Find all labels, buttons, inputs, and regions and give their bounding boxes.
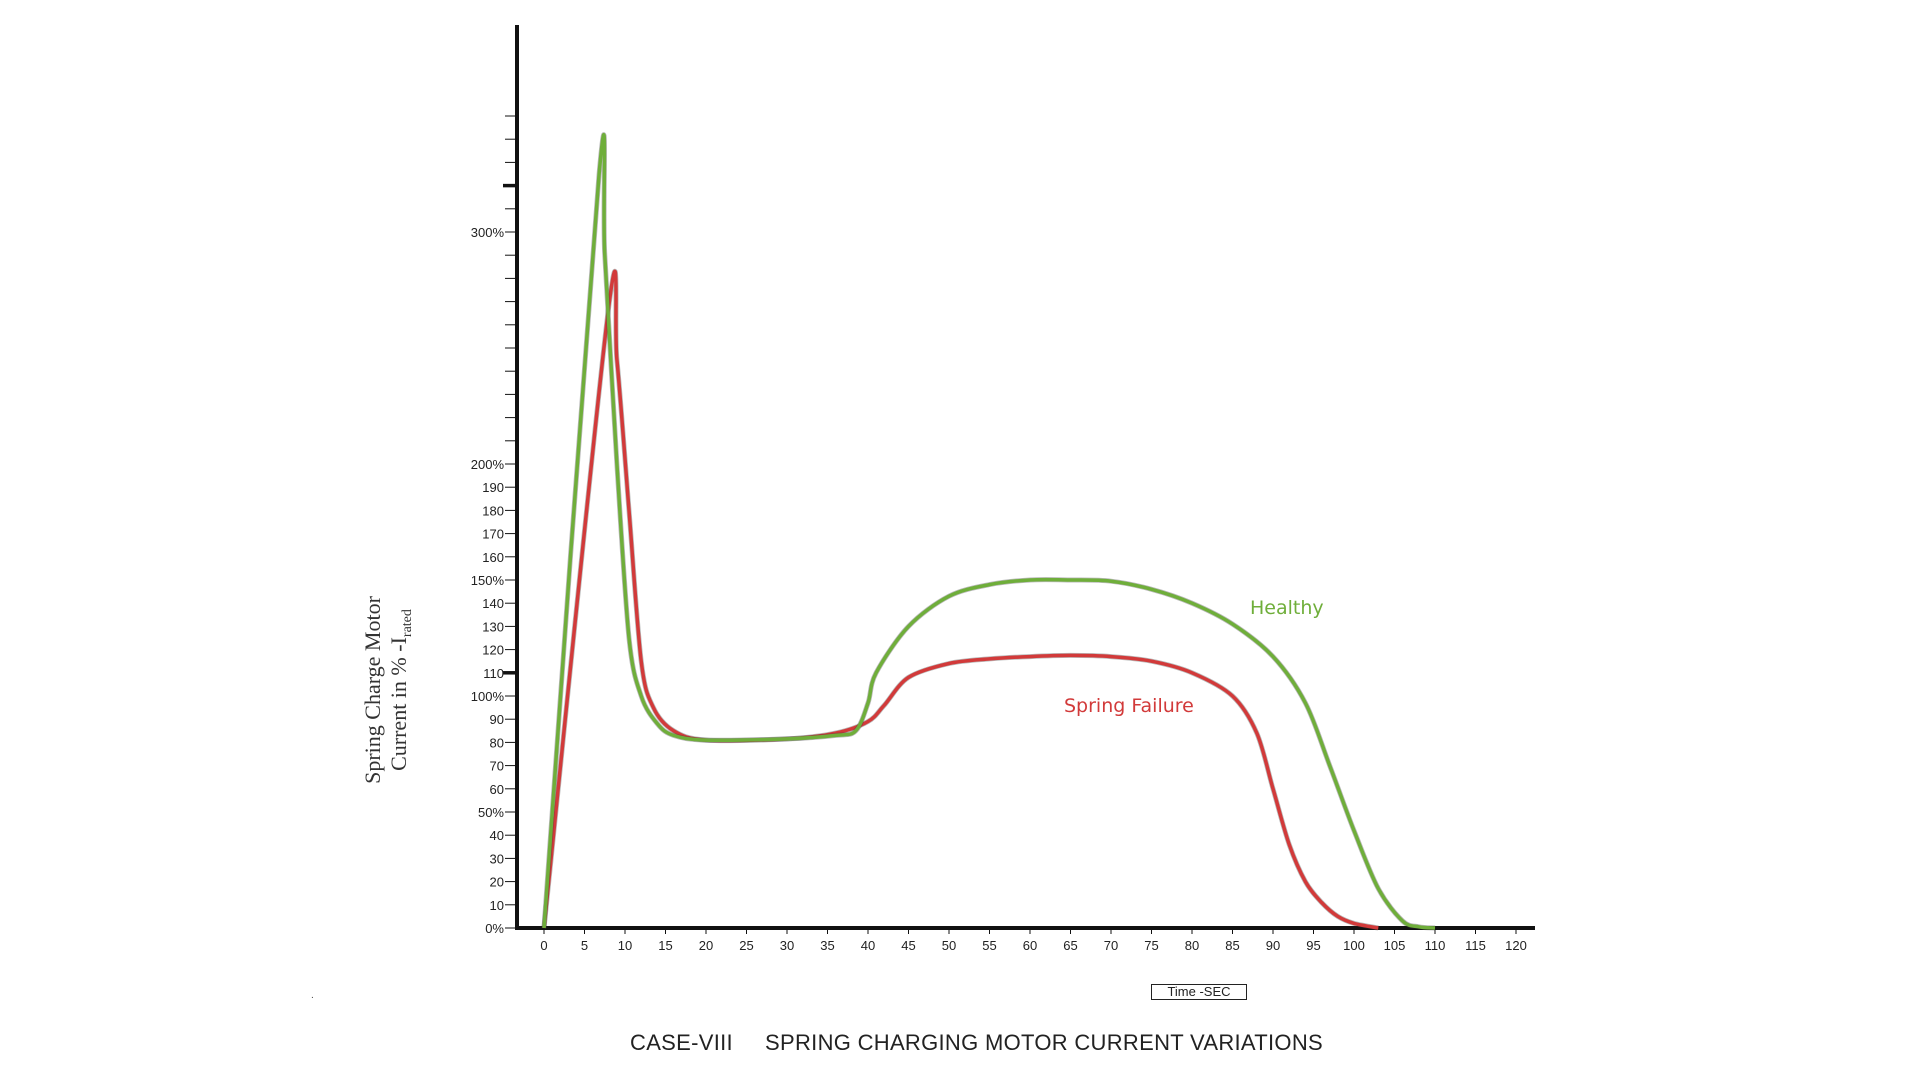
y-axis-label-main: Current in % -I xyxy=(386,637,411,771)
stray-dot: . xyxy=(311,990,314,1001)
x-tick-label: 10 xyxy=(618,938,632,953)
x-tick-label: 80 xyxy=(1185,938,1199,953)
y-tick-label: 60 xyxy=(490,782,504,797)
y-tick-label: 300% xyxy=(471,225,505,240)
y-tick-label: 190 xyxy=(482,480,504,495)
x-tick-label: 70 xyxy=(1104,938,1118,953)
series-line-spring-failure xyxy=(542,269,1379,930)
x-tick-label: 20 xyxy=(699,938,713,953)
x-tick-label: 110 xyxy=(1425,938,1446,953)
y-axis-label: Spring Charge Motor Current in % -Irated xyxy=(360,595,415,783)
y-tick-label: 170 xyxy=(482,527,504,542)
y-tick-label: 10 xyxy=(490,898,504,913)
x-tick-label: 15 xyxy=(658,938,672,953)
x-tick-label: 120 xyxy=(1505,938,1527,953)
x-tick-label: 5 xyxy=(581,938,588,953)
chart-title-text: SPRING CHARGING MOTOR CURRENT VARIATIONS xyxy=(765,1030,1323,1055)
y-tick-label: 100% xyxy=(471,689,505,704)
y-tick-label: 140 xyxy=(482,596,504,611)
y-tick-label: 200% xyxy=(471,457,505,472)
y-axis-label-subscript: rated xyxy=(400,609,415,637)
series-shadow-healthy xyxy=(541,132,1436,931)
y-tick-label: 0% xyxy=(485,921,504,936)
x-tick-label: 90 xyxy=(1266,938,1280,953)
x-tick-label: 0 xyxy=(540,938,547,953)
x-tick-label: 30 xyxy=(780,938,794,953)
x-tick-label: 40 xyxy=(861,938,875,953)
x-tick-label: 55 xyxy=(982,938,996,953)
y-axis-label-line1: Spring Charge Motor xyxy=(360,595,385,783)
y-tick-label: 120 xyxy=(482,643,504,658)
y-tick-label: 40 xyxy=(490,828,504,843)
series-line-healthy xyxy=(542,133,1436,930)
y-tick-label: 30 xyxy=(490,851,504,866)
y-tick-label: 20 xyxy=(490,875,504,890)
chart-title: CASE-VIII SPRING CHARGING MOTOR CURRENT … xyxy=(630,1030,1323,1056)
y-tick-label: 50% xyxy=(478,805,504,820)
chart-title-case: CASE-VIII xyxy=(630,1030,733,1055)
y-tick-label: 160 xyxy=(482,550,504,565)
x-tick-label: 115 xyxy=(1465,938,1486,953)
x-tick-label: 60 xyxy=(1023,938,1037,953)
y-tick-label: 150% xyxy=(471,573,505,588)
x-tick-label: 100 xyxy=(1343,938,1365,953)
x-tick-label: 35 xyxy=(820,938,834,953)
x-tick-label: 65 xyxy=(1063,938,1077,953)
x-tick-label: 50 xyxy=(942,938,956,953)
legend-label-healthy: Healthy xyxy=(1250,597,1324,619)
x-tick-label: 95 xyxy=(1306,938,1320,953)
y-axis-label-line2: Current in % -Irated xyxy=(386,609,415,771)
y-tick-label: 70 xyxy=(490,759,504,774)
y-tick-label: 180 xyxy=(482,503,504,518)
y-tick-label: 90 xyxy=(490,712,504,727)
y-tick-label: 80 xyxy=(490,735,504,750)
x-tick-label: 45 xyxy=(901,938,915,953)
legend-label-spring-failure: Spring Failure xyxy=(1064,695,1194,717)
x-tick-label: 25 xyxy=(739,938,753,953)
x-tick-label: 75 xyxy=(1144,938,1158,953)
x-axis-label: Time -SEC xyxy=(1151,984,1247,1000)
y-tick-label: 110 xyxy=(483,666,504,681)
x-tick-label: 85 xyxy=(1225,938,1239,953)
x-tick-label: 105 xyxy=(1384,938,1406,953)
y-tick-label: 130 xyxy=(482,619,504,634)
